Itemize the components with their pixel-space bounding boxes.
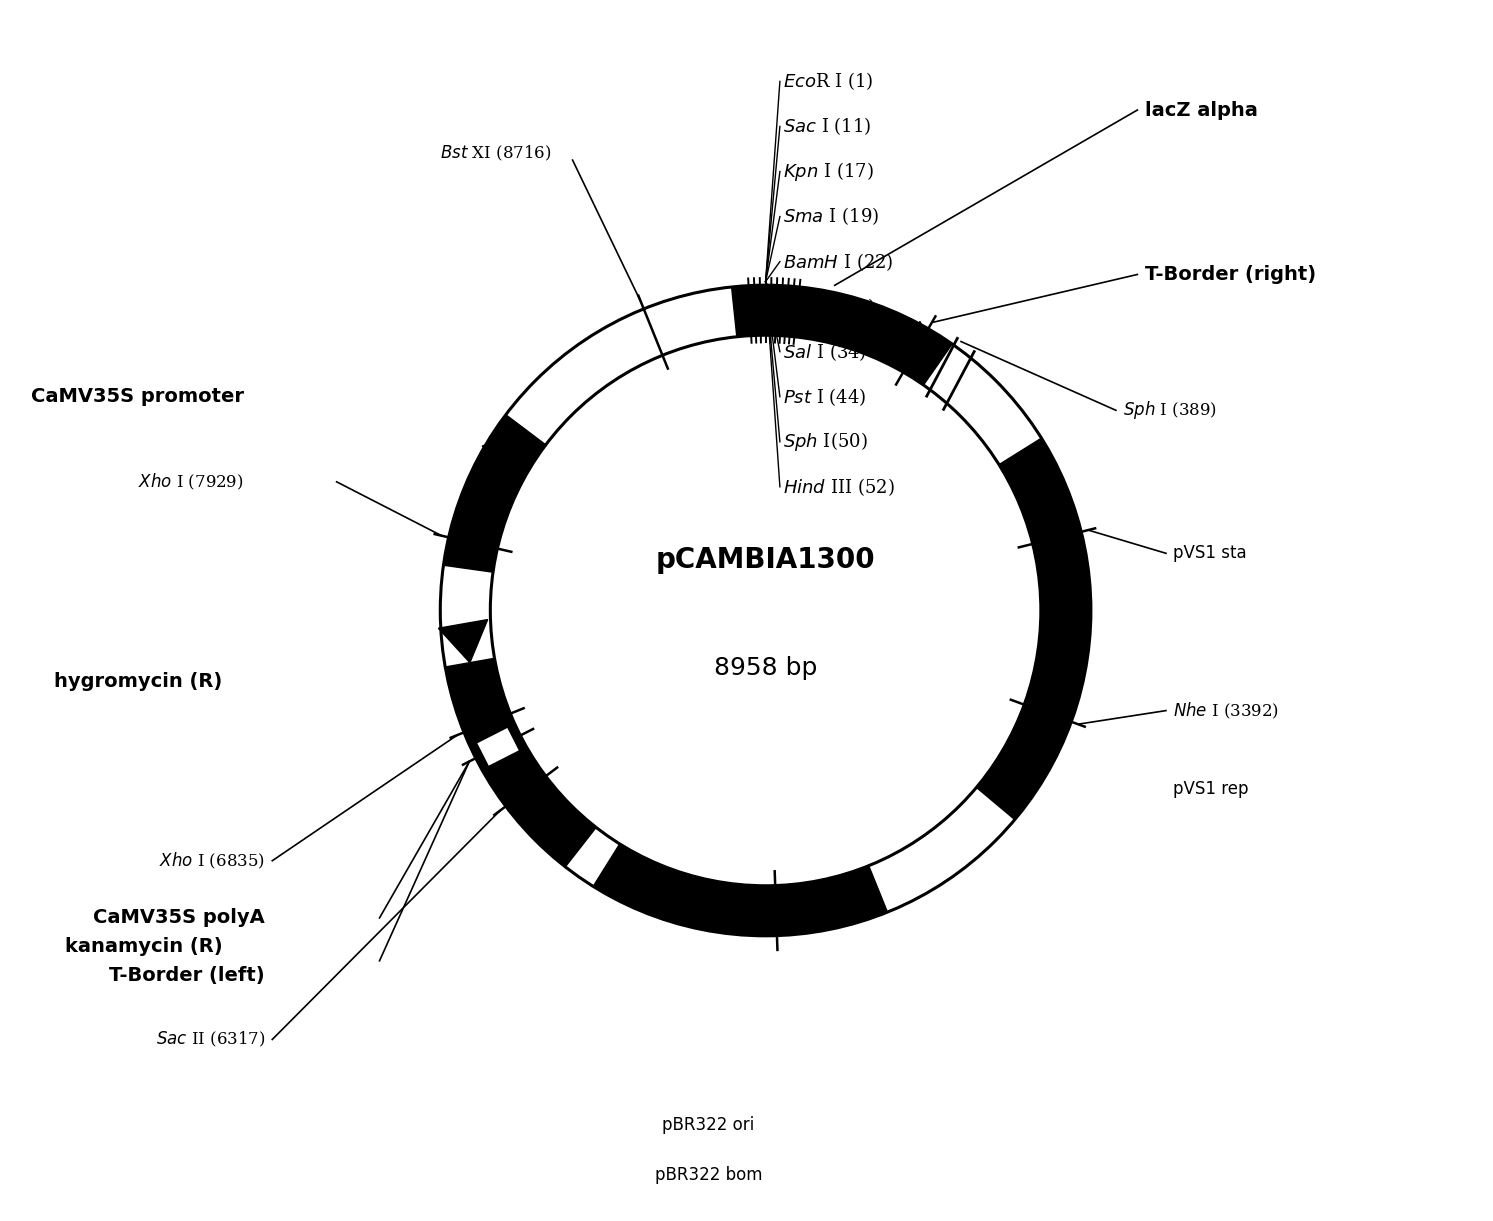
Text: $\it{Eco}$R I (1): $\it{Eco}$R I (1) xyxy=(784,71,873,93)
Text: $\it{Xho}$ I (6835): $\it{Xho}$ I (6835) xyxy=(160,851,266,871)
Wedge shape xyxy=(440,286,1091,935)
Wedge shape xyxy=(999,438,1091,656)
Text: kanamycin (R): kanamycin (R) xyxy=(64,937,222,956)
Polygon shape xyxy=(439,619,488,663)
Text: hygromycin (R): hygromycin (R) xyxy=(54,673,222,691)
Text: $\it{Sac}$ I (11): $\it{Sac}$ I (11) xyxy=(784,116,872,138)
Text: $\it{Sph}$ I (389): $\it{Sph}$ I (389) xyxy=(1123,399,1217,421)
Wedge shape xyxy=(445,658,596,867)
Polygon shape xyxy=(482,430,526,476)
Text: $\it{Sal}$ I (34): $\it{Sal}$ I (34) xyxy=(784,341,867,363)
Wedge shape xyxy=(593,844,887,935)
Text: pCAMBIA1300: pCAMBIA1300 xyxy=(655,547,875,574)
Text: pVS1 rep: pVS1 rep xyxy=(1173,780,1248,799)
Text: $\it{Sma}$ I (19): $\it{Sma}$ I (19) xyxy=(784,205,879,227)
Wedge shape xyxy=(976,648,1088,819)
Text: $\it{Xba}$ I (28): $\it{Xba}$ I (28) xyxy=(784,295,875,317)
Text: pBR322 ori: pBR322 ori xyxy=(663,1116,754,1134)
Text: $\it{BamH}$ I (22): $\it{BamH}$ I (22) xyxy=(784,250,894,272)
Text: CaMV35S promoter: CaMV35S promoter xyxy=(31,387,243,405)
Polygon shape xyxy=(476,726,520,767)
Text: T-Border (right): T-Border (right) xyxy=(1145,265,1315,284)
Text: CaMV35S polyA: CaMV35S polyA xyxy=(94,908,266,928)
Text: $\it{Nhe}$ I (3392): $\it{Nhe}$ I (3392) xyxy=(1173,701,1280,720)
Text: $\it{Sph}$ I(50): $\it{Sph}$ I(50) xyxy=(784,430,867,453)
Text: $\it{Xho}$ I (7929): $\it{Xho}$ I (7929) xyxy=(139,471,243,492)
Text: $\it{Kpn}$ I (17): $\it{Kpn}$ I (17) xyxy=(784,160,875,183)
Text: $\it{Sac}$ II (6317): $\it{Sac}$ II (6317) xyxy=(155,1029,266,1049)
Text: T-Border (left): T-Border (left) xyxy=(109,966,266,984)
Text: $\it{Hind}$ III (52): $\it{Hind}$ III (52) xyxy=(784,476,896,498)
Text: pBR322 bom: pBR322 bom xyxy=(654,1166,761,1184)
Text: $\it{Pst}$ I (44): $\it{Pst}$ I (44) xyxy=(784,386,867,408)
Text: $\it{Bst}$ XI (8716): $\it{Bst}$ XI (8716) xyxy=(439,143,551,162)
Text: lacZ alpha: lacZ alpha xyxy=(1145,100,1257,120)
Wedge shape xyxy=(732,286,953,385)
Polygon shape xyxy=(891,321,938,365)
Wedge shape xyxy=(443,415,546,573)
Text: pVS1 sta: pVS1 sta xyxy=(1173,545,1247,563)
Text: 8958 bp: 8958 bp xyxy=(714,656,817,680)
